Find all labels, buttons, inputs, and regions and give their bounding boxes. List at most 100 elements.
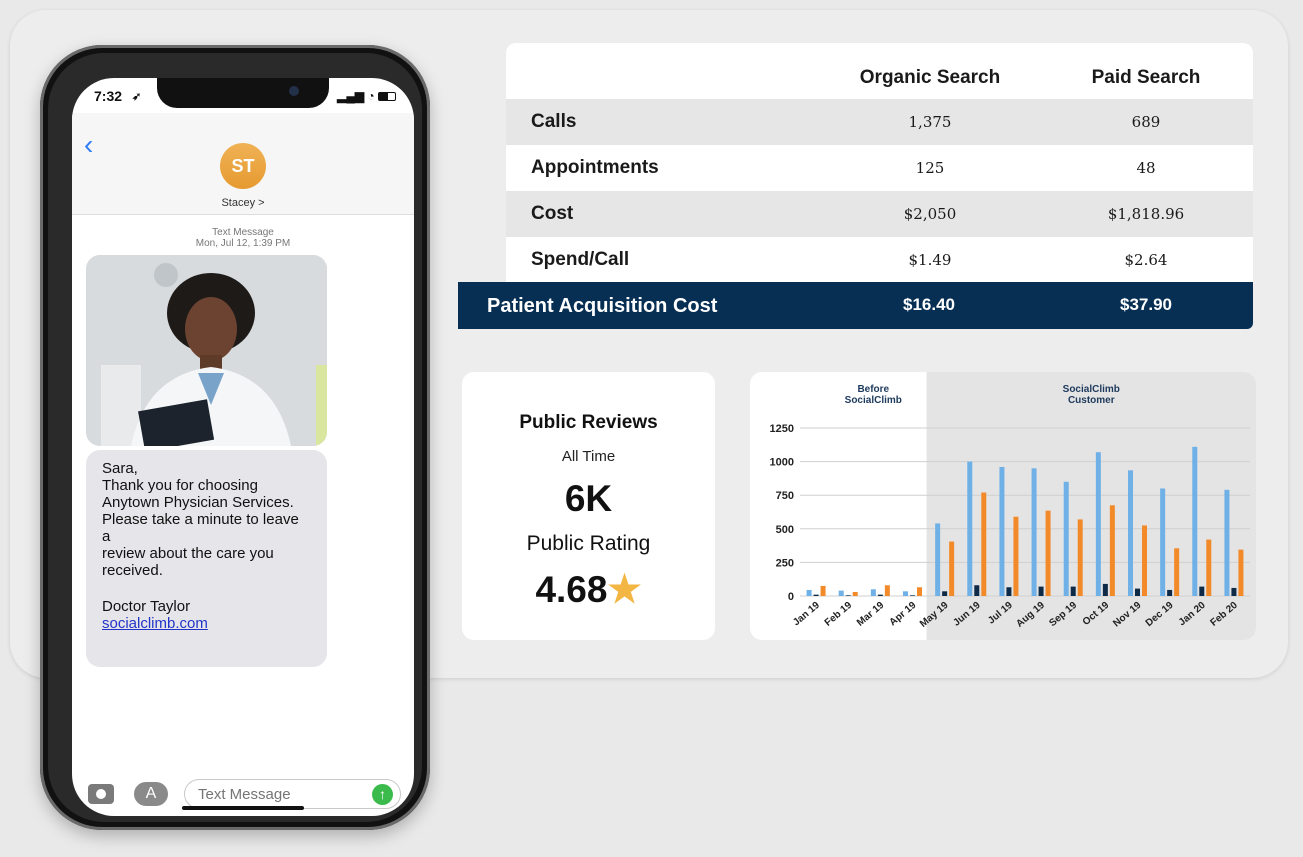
total-paid-value: $37.90 bbox=[1120, 295, 1172, 314]
paid-value: $1,818.96 bbox=[1107, 205, 1185, 223]
paid-value: 689 bbox=[1131, 113, 1161, 131]
bar bbox=[1224, 489, 1230, 596]
bar bbox=[852, 591, 858, 596]
home-indicator[interactable] bbox=[182, 806, 304, 810]
doctor-photo[interactable] bbox=[86, 255, 327, 446]
message-header: ‹ ST Stacey > bbox=[72, 113, 414, 215]
bar bbox=[806, 589, 812, 596]
y-tick-label: 500 bbox=[776, 524, 794, 536]
timestamp-type: Text Message bbox=[212, 227, 274, 238]
compose-bar: A ↑ bbox=[72, 776, 414, 816]
bar bbox=[1142, 525, 1147, 596]
paid-value: 48 bbox=[1136, 159, 1156, 177]
bar bbox=[870, 589, 876, 596]
patient-acquisition-cost-row: Patient Acquisition Cost $16.40 $37.90 bbox=[458, 282, 1253, 329]
bar bbox=[1199, 586, 1205, 596]
bar bbox=[1231, 587, 1237, 596]
table-header-row: Organic Search Paid Search bbox=[506, 43, 1253, 99]
bar bbox=[1013, 516, 1019, 596]
status-icons: ▂▄▆ ◔ bbox=[337, 89, 396, 103]
bar bbox=[935, 523, 941, 596]
bar bbox=[813, 594, 819, 596]
bar bbox=[1238, 549, 1244, 596]
bar bbox=[1192, 446, 1198, 596]
row-label: Cost bbox=[531, 203, 574, 224]
bar bbox=[949, 541, 955, 596]
before-region-label: SocialClimb bbox=[845, 395, 902, 406]
phone-frame: 7:32 ➶ ▂▄▆ ◔ ‹ ST Stacey > Text Message … bbox=[40, 45, 430, 830]
after-region-label: Customer bbox=[1068, 395, 1115, 406]
message-link[interactable]: socialclimb.com bbox=[102, 615, 208, 632]
message-timestamp: Text Message Mon, Jul 12, 1:39 PM bbox=[72, 227, 414, 249]
message-line: Anytown Physician Services. bbox=[102, 494, 294, 511]
y-tick-label: 1000 bbox=[770, 457, 794, 469]
bar bbox=[1070, 586, 1076, 596]
back-chevron-icon[interactable]: ‹ bbox=[84, 129, 94, 160]
front-camera bbox=[289, 86, 299, 96]
x-tick-label: Feb 19 bbox=[823, 600, 855, 629]
doctor-image bbox=[86, 255, 327, 446]
calls-chart: 0 250 500 750 1000 1250 Before SocialClimb Socia… bbox=[750, 372, 1256, 640]
table-row: Appointments 125 48 bbox=[506, 145, 1253, 191]
wifi-icon: ◔ bbox=[367, 89, 375, 103]
total-organic-value: $16.40 bbox=[903, 295, 955, 314]
organic-value: $2,050 bbox=[903, 205, 957, 223]
bar bbox=[1109, 505, 1115, 596]
after-region-label: SocialClimb bbox=[1063, 384, 1120, 395]
phone-bezel: 7:32 ➶ ▂▄▆ ◔ ‹ ST Stacey > Text Message … bbox=[48, 53, 422, 822]
message-input[interactable] bbox=[184, 779, 401, 809]
bar bbox=[845, 595, 851, 596]
message-line: Please take a minute to leave a bbox=[102, 511, 299, 545]
signal-icon: ▂▄▆ bbox=[337, 89, 365, 103]
public-reviews-card: Public Reviews All Time 6K Public Rating… bbox=[462, 372, 715, 640]
message-greeting: Sara, bbox=[102, 460, 138, 477]
avatar[interactable]: ST bbox=[220, 143, 266, 189]
send-arrow-icon[interactable]: ↑ bbox=[372, 784, 393, 805]
x-tick-label: Apr 19 bbox=[888, 600, 919, 629]
bar bbox=[1102, 583, 1108, 596]
header-organic-search: Organic Search bbox=[859, 67, 1001, 88]
bar bbox=[1045, 510, 1051, 596]
message-line: Thank you for choosing bbox=[102, 477, 258, 494]
bar bbox=[1160, 488, 1166, 596]
phone-screen: 7:32 ➶ ▂▄▆ ◔ ‹ ST Stacey > Text Message … bbox=[72, 78, 414, 816]
paid-value: $2.64 bbox=[1124, 251, 1168, 269]
after-region-shading bbox=[926, 372, 1256, 640]
chart-svg: 025050075010001250BeforeSocialClimbSocia… bbox=[770, 372, 1256, 640]
bar bbox=[999, 466, 1005, 596]
table-row: Spend/Call $1.49 $2.64 bbox=[506, 237, 1253, 283]
message-line: review about the care you bbox=[102, 545, 274, 562]
rating-value: 4.68 bbox=[535, 569, 608, 610]
bar bbox=[1167, 589, 1173, 596]
reviews-subtitle: All Time bbox=[561, 448, 616, 465]
y-tick-label: 0 bbox=[788, 591, 794, 603]
x-tick-label: Jan 19 bbox=[791, 600, 822, 629]
location-arrow-icon: ➶ bbox=[132, 91, 142, 103]
reviews-title: Public Reviews bbox=[519, 412, 658, 433]
bar bbox=[981, 492, 987, 596]
organic-value: $1.49 bbox=[908, 251, 952, 269]
y-tick-label: 1250 bbox=[770, 423, 794, 435]
bar bbox=[1206, 539, 1212, 596]
table-row: Calls 1,375 689 bbox=[506, 99, 1253, 145]
row-label: Calls bbox=[531, 111, 577, 132]
contact-name[interactable]: Stacey > bbox=[221, 197, 265, 209]
bar bbox=[974, 585, 980, 596]
bar bbox=[917, 587, 922, 596]
bar bbox=[877, 594, 883, 596]
app-store-icon[interactable]: A bbox=[134, 782, 168, 806]
bar bbox=[1174, 548, 1180, 596]
camera-icon[interactable] bbox=[88, 784, 114, 804]
phone-notch bbox=[157, 78, 329, 108]
battery-icon bbox=[378, 92, 396, 102]
bar bbox=[884, 585, 890, 596]
stats-table: Organic Search Paid Search Calls 1,375 6… bbox=[506, 43, 1253, 329]
status-time: 7:32 bbox=[94, 88, 123, 104]
bar bbox=[1063, 481, 1069, 596]
organic-value: 125 bbox=[915, 159, 945, 177]
x-tick-label: Mar 19 bbox=[855, 600, 887, 629]
row-label: Spend/Call bbox=[531, 249, 630, 270]
bar bbox=[1095, 452, 1101, 596]
message-bubble[interactable]: Sara, Thank you for choosing Anytown Phy… bbox=[86, 450, 327, 667]
star-icon: ★ bbox=[607, 569, 642, 611]
